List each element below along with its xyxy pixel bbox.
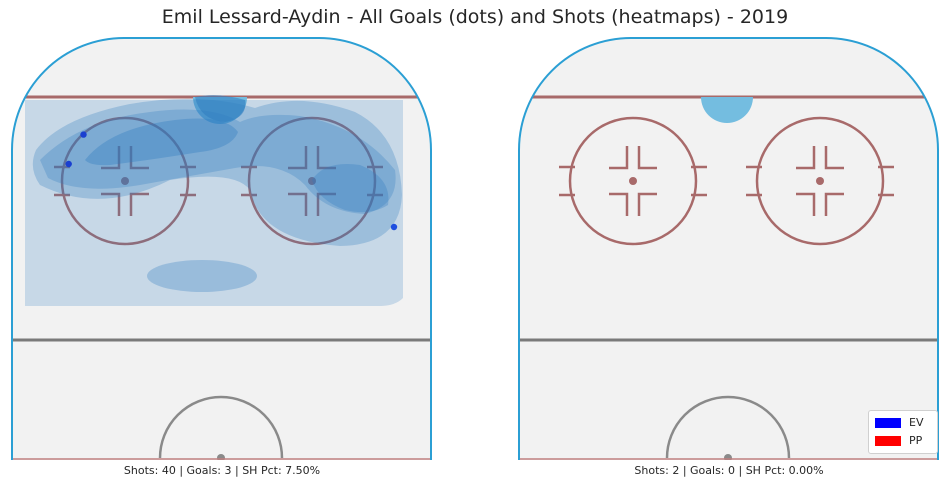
left-faceoff-circle-right <box>241 116 383 246</box>
left-shot-heatmap <box>25 95 403 306</box>
left-panel-caption: Shots: 40 | Goals: 3 | SH Pct: 7.50% <box>123 464 321 477</box>
legend-entry-pp: PP <box>875 434 922 448</box>
heat-level-4 <box>85 118 238 166</box>
chart-title: Emil Lessard-Aydin - All Goals (dots) an… <box>161 6 789 28</box>
right-center-circle <box>665 395 791 459</box>
right-faceoff-circle-left <box>559 116 707 246</box>
left-faceoff-circle-left <box>54 116 196 246</box>
left-goal-dots <box>65 131 398 231</box>
heat-level-3 <box>40 109 396 214</box>
legend-label-pp: PP <box>909 434 923 447</box>
legend-swatch-pp <box>875 436 901 446</box>
goal-dot-2 <box>65 160 72 168</box>
right-rink-ice <box>519 38 938 460</box>
left-faceoff-dot-right <box>308 177 316 185</box>
left-center-dot <box>217 454 225 460</box>
left-rink-ice <box>12 38 431 460</box>
goal-dot-1 <box>80 131 87 138</box>
legend-swatch-ev <box>875 418 901 428</box>
heat-level-slot <box>147 260 257 292</box>
left-rink-boards <box>11 37 432 460</box>
right-faceoff-dot-right <box>816 177 824 185</box>
heat-crease-blob <box>195 95 246 122</box>
right-crease <box>701 97 753 123</box>
heat-level-1 <box>25 100 403 306</box>
right-center-dot <box>724 454 732 460</box>
heat-level-4b <box>312 164 389 213</box>
goal-dot-3 <box>390 223 398 231</box>
right-panel-caption: Shots: 2 | Goals: 0 | SH Pct: 0.00% <box>634 464 824 477</box>
right-rink-boards <box>518 37 939 460</box>
legend-entry-ev: EV <box>875 416 923 430</box>
left-faceoff-dot-left <box>121 177 129 185</box>
left-center-circle <box>158 395 284 459</box>
left-rink-panel <box>11 37 432 460</box>
right-rink-panel <box>518 37 939 460</box>
legend: EV PP <box>868 410 938 454</box>
heat-level-2 <box>32 98 403 246</box>
right-faceoff-circle-right <box>746 116 894 246</box>
legend-label-ev: EV <box>909 416 924 429</box>
right-faceoff-dot-left <box>629 177 637 185</box>
